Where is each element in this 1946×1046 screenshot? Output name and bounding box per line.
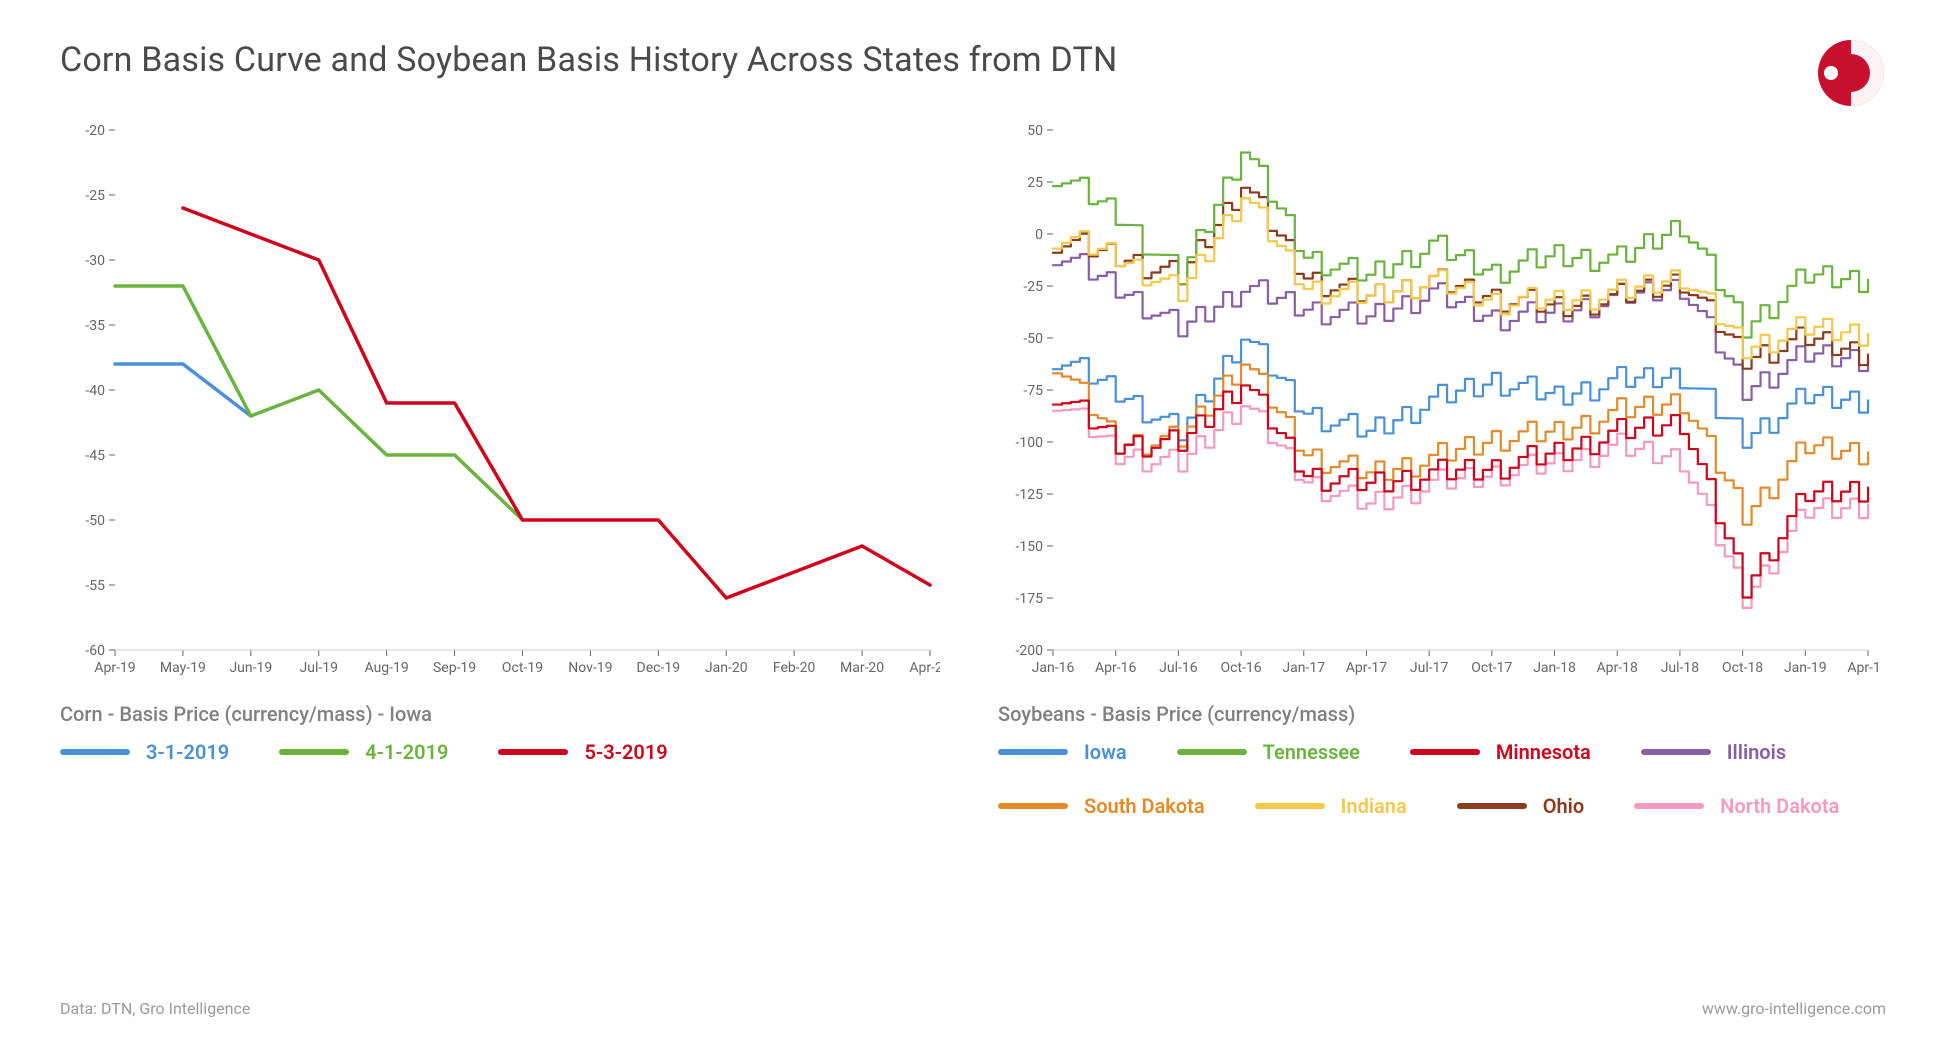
svg-text:-35: -35	[85, 318, 105, 334]
legend-swatch	[1410, 749, 1480, 755]
svg-text:Apr-19: Apr-19	[1847, 660, 1878, 676]
svg-text:Mar-20: Mar-20	[840, 660, 884, 676]
svg-text:Apr-17: Apr-17	[1346, 660, 1387, 676]
svg-text:50: 50	[1027, 123, 1043, 139]
svg-text:Oct-19: Oct-19	[502, 660, 543, 676]
legend-label: Illinois	[1727, 740, 1786, 764]
svg-text:-125: -125	[1016, 487, 1044, 503]
footer-data-source: Data: DTN, Gro Intelligence	[60, 999, 250, 1018]
svg-text:Jul-17: Jul-17	[1410, 660, 1449, 676]
legend-swatch	[1255, 803, 1325, 809]
legend-swatch	[279, 749, 349, 755]
legend-label: 3-1-2019	[146, 740, 229, 764]
svg-text:-60: -60	[85, 643, 105, 659]
svg-text:Jun-19: Jun-19	[229, 660, 272, 676]
svg-text:Oct-17: Oct-17	[1471, 660, 1512, 676]
svg-text:Apr-19: Apr-19	[94, 660, 135, 676]
corn-legend-title: Corn - Basis Price (currency/mass) - Iow…	[60, 702, 948, 726]
legend-item: 3-1-2019	[60, 740, 229, 764]
corn-legend: 3-1-2019 4-1-2019 5-3-2019	[60, 740, 948, 764]
svg-text:Jan-17: Jan-17	[1282, 660, 1325, 676]
legend-label: Indiana	[1341, 794, 1407, 818]
svg-text:Jul-18: Jul-18	[1661, 660, 1700, 676]
legend-label: 4-1-2019	[365, 740, 448, 764]
svg-text:-40: -40	[85, 383, 105, 399]
svg-text:Jan-19: Jan-19	[1784, 660, 1827, 676]
svg-text:-175: -175	[1016, 591, 1044, 607]
svg-text:Apr-16: Apr-16	[1095, 660, 1136, 676]
legend-swatch	[998, 803, 1068, 809]
legend-label: Tennessee	[1263, 740, 1360, 764]
legend-item: Minnesota	[1410, 740, 1591, 764]
legend-swatch	[60, 749, 130, 755]
svg-text:-45: -45	[85, 448, 105, 464]
charts-row: -60 -55 -50 -45 -40 -35 -30 -25 -20 Apr-19 May-19 J…	[60, 120, 1886, 818]
svg-text:-150: -150	[1016, 539, 1044, 555]
svg-text:-30: -30	[85, 253, 105, 269]
header: Corn Basis Curve and Soybean Basis Histo…	[60, 40, 1886, 80]
legend-item: South Dakota	[998, 794, 1205, 818]
legend-item: North Dakota	[1634, 794, 1839, 818]
legend-swatch	[498, 749, 568, 755]
svg-text:Apr-18: Apr-18	[1597, 660, 1638, 676]
svg-text:Jul-16: Jul-16	[1159, 660, 1198, 676]
svg-text:Jul-19: Jul-19	[300, 660, 338, 676]
legend-item: Tennessee	[1177, 740, 1360, 764]
soy-legend: Iowa Tennessee Minnesota Illinois South Dako…	[998, 740, 1886, 818]
svg-text:May-19: May-19	[160, 660, 206, 676]
svg-text:-200: -200	[1016, 643, 1044, 659]
legend-swatch	[1634, 803, 1704, 809]
corn-chart: -60 -55 -50 -45 -40 -35 -30 -25 -20 Apr-19 May-19 J…	[60, 120, 940, 680]
svg-text:Oct-18: Oct-18	[1722, 660, 1763, 676]
svg-text:-25: -25	[85, 188, 105, 204]
svg-text:Nov-19: Nov-19	[568, 660, 612, 676]
footer-url: www.gro-intelligence.com	[1702, 999, 1886, 1018]
legend-swatch	[1641, 749, 1711, 755]
svg-text:-20: -20	[85, 123, 105, 139]
svg-text:0: 0	[1035, 227, 1043, 243]
page: Corn Basis Curve and Soybean Basis Histo…	[0, 0, 1946, 1046]
svg-text:Jan-16: Jan-16	[1032, 660, 1075, 676]
legend-label: Ohio	[1543, 794, 1584, 818]
soy-legend-title: Soybeans - Basis Price (currency/mass)	[998, 702, 1886, 726]
legend-label: Iowa	[1084, 740, 1127, 764]
legend-item: Indiana	[1255, 794, 1407, 818]
page-title: Corn Basis Curve and Soybean Basis Histo…	[60, 40, 1117, 80]
legend-item: Illinois	[1641, 740, 1786, 764]
svg-text:-100: -100	[1016, 435, 1044, 451]
svg-text:Jan-18: Jan-18	[1533, 660, 1576, 676]
legend-label: South Dakota	[1084, 794, 1205, 818]
soy-chart: -200 -175 -150 -125 -100 -75 -50 -25 0 25 50 Jan-16…	[998, 120, 1878, 680]
footer: Data: DTN, Gro Intelligence www.gro-inte…	[60, 999, 1886, 1018]
gro-logo	[1816, 38, 1886, 112]
svg-text:Dec-19: Dec-19	[637, 660, 681, 676]
corn-chart-panel: -60 -55 -50 -45 -40 -35 -30 -25 -20 Apr-19 May-19 J…	[60, 120, 948, 818]
svg-text:Sep-19: Sep-19	[433, 660, 476, 676]
svg-text:Aug-19: Aug-19	[365, 660, 409, 676]
svg-text:-50: -50	[1023, 331, 1043, 347]
svg-text:-55: -55	[85, 578, 105, 594]
legend-label: North Dakota	[1720, 794, 1839, 818]
svg-text:-50: -50	[85, 513, 105, 529]
soy-chart-panel: -200 -175 -150 -125 -100 -75 -50 -25 0 25 50 Jan-16…	[998, 120, 1886, 818]
legend-swatch	[1177, 749, 1247, 755]
svg-text:25: 25	[1027, 175, 1043, 191]
legend-item: 5-3-2019	[498, 740, 667, 764]
svg-text:Feb-20: Feb-20	[773, 660, 816, 676]
svg-text:Oct-16: Oct-16	[1220, 660, 1261, 676]
legend-label: Minnesota	[1496, 740, 1591, 764]
legend-label: 5-3-2019	[584, 740, 667, 764]
legend-swatch	[998, 749, 1068, 755]
svg-text:-25: -25	[1023, 279, 1043, 295]
legend-swatch	[1457, 803, 1527, 809]
svg-text:Jan-20: Jan-20	[705, 660, 748, 676]
legend-item: Ohio	[1457, 794, 1584, 818]
svg-text:-75: -75	[1023, 383, 1043, 399]
legend-item: Iowa	[998, 740, 1127, 764]
svg-text:Apr-20: Apr-20	[909, 660, 940, 676]
legend-item: 4-1-2019	[279, 740, 448, 764]
